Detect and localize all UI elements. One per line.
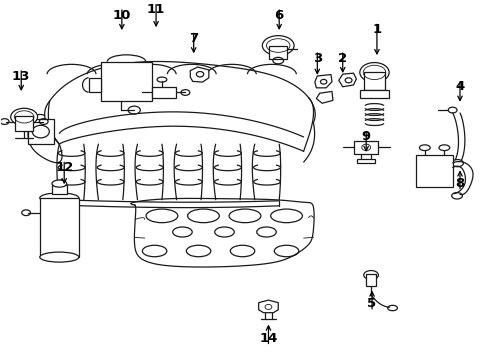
- Ellipse shape: [360, 63, 389, 82]
- Text: 5: 5: [368, 297, 377, 310]
- Ellipse shape: [52, 180, 67, 187]
- Text: 4: 4: [455, 80, 465, 93]
- Text: 13: 13: [12, 69, 30, 82]
- Bar: [360, 90, 389, 98]
- Ellipse shape: [40, 252, 79, 262]
- Ellipse shape: [262, 36, 294, 55]
- Bar: [51, 185, 67, 194]
- Polygon shape: [315, 75, 332, 88]
- Text: 6: 6: [274, 9, 284, 22]
- Text: 7: 7: [189, 32, 198, 45]
- Bar: [40, 198, 79, 257]
- Text: 10: 10: [113, 9, 131, 22]
- Polygon shape: [317, 91, 333, 103]
- Text: 1: 1: [372, 23, 382, 36]
- Polygon shape: [190, 67, 209, 82]
- Text: 9: 9: [362, 130, 371, 144]
- Polygon shape: [89, 78, 101, 92]
- Text: 11: 11: [147, 3, 165, 16]
- Bar: [152, 87, 175, 98]
- Bar: [27, 119, 54, 144]
- Ellipse shape: [452, 159, 464, 167]
- Polygon shape: [339, 73, 356, 87]
- Polygon shape: [259, 300, 278, 313]
- Bar: [354, 140, 378, 154]
- Text: 8: 8: [455, 177, 465, 190]
- Ellipse shape: [40, 193, 79, 203]
- Bar: [366, 274, 376, 286]
- Bar: [416, 155, 453, 187]
- Text: 14: 14: [259, 332, 278, 345]
- Bar: [270, 45, 287, 59]
- Text: 3: 3: [313, 51, 322, 64]
- Bar: [15, 116, 33, 131]
- Ellipse shape: [448, 107, 457, 113]
- Bar: [101, 62, 152, 101]
- Ellipse shape: [11, 108, 38, 126]
- Bar: [357, 159, 375, 163]
- Text: 12: 12: [55, 161, 74, 174]
- Bar: [364, 72, 385, 90]
- Ellipse shape: [364, 271, 378, 279]
- Text: 2: 2: [338, 51, 347, 64]
